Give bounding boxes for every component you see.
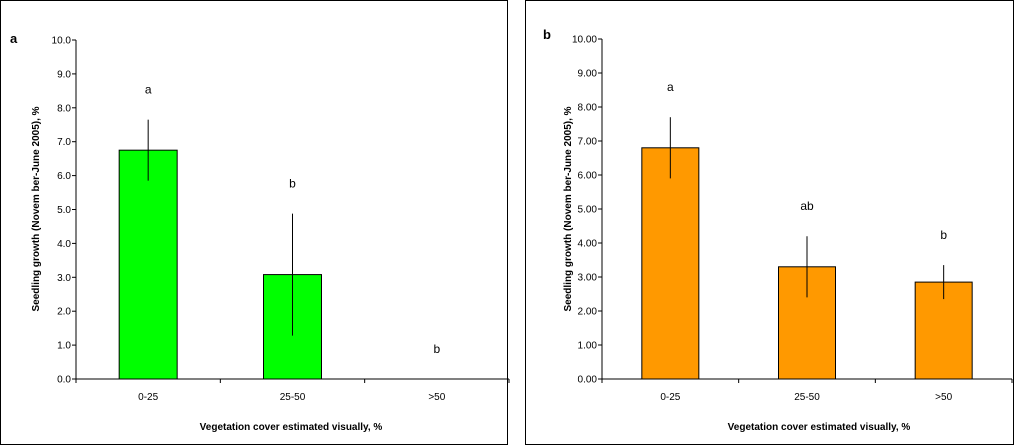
y-axis-title-b: Seedling growth (Novem ber-June 2005), % [563,106,574,311]
y-tick-label-b: 10.00 [572,35,597,46]
y-tick-label-b: 4.00 [578,239,598,250]
y-tick-label-b: 8.00 [578,103,598,114]
y-tick-label-b: 3.00 [578,273,598,284]
y-axis-title-a: Seedling growth (Novem ber-June 2005), % [31,106,42,311]
y-tick-label-a: 2.0 [57,307,71,318]
significance-letter-b: a [667,80,674,94]
x-category-label-a: >50 [428,392,445,403]
x-category-label-a: 25-50 [280,392,306,403]
y-tick-label-a: 10.0 [52,36,72,47]
x-category-label-b: 0-25 [660,392,680,403]
y-tick-label-a: 7.0 [57,137,71,148]
x-axis-title-b: Vegetation cover estimated visually, % [728,422,911,433]
chart-b-svg: b Seedling growth (Novem ber-June 2005),… [543,27,1013,433]
panel-label-a: a [10,31,18,46]
significance-letter-a: a [145,83,152,97]
y-tick-label-a: 4.0 [57,239,71,250]
y-tick-label-a: 1.0 [57,341,71,352]
y-tick-label-a: 3.0 [57,273,71,284]
y-tick-label-a: 0.0 [57,375,71,386]
y-tick-label-b: 5.00 [578,205,598,216]
y-tick-label-b: 9.00 [578,69,598,80]
y-tick-label-b: 6.00 [578,171,598,182]
significance-letter-a: b [433,342,440,356]
y-tick-label-a: 5.0 [57,205,71,216]
y-tick-label-b: 1.00 [578,341,598,352]
significance-letter-b: ab [800,199,814,213]
chart-panel-b: b Seedling growth (Novem ber-June 2005),… [525,0,1014,445]
x-category-label-b: >50 [935,392,952,403]
y-tick-label-b: 2.00 [578,307,598,318]
chart-a-svg: a Seedling growth (Novem ber-June 2005),… [10,31,510,433]
significance-letter-b: b [940,228,947,242]
bar-b [641,147,700,380]
y-tick-label-b: 0.00 [578,375,598,386]
x-axis-title-a: Vegetation cover estimated visually, % [200,422,383,433]
x-category-label-a: 0-25 [138,392,158,403]
y-tick-label-a: 9.0 [57,69,71,80]
y-tick-label-a: 6.0 [57,171,71,182]
x-category-label-b: 25-50 [794,392,820,403]
chart-panel-a: a Seedling growth (Novem ber-June 2005),… [0,0,510,445]
significance-letter-a: b [289,177,296,191]
panel-label-b: b [543,27,551,42]
y-tick-label-b: 7.00 [578,137,598,148]
y-tick-label-a: 8.0 [57,103,71,114]
bar-a [118,149,178,380]
